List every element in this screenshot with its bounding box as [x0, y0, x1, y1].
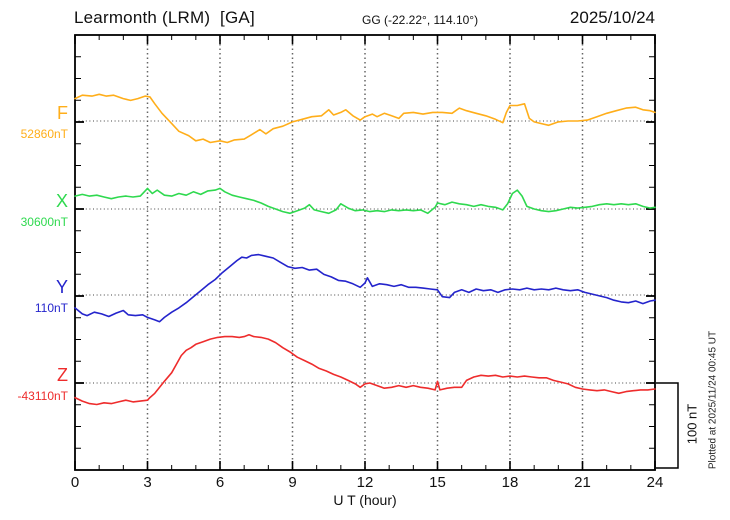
trace-x: [74, 187, 656, 215]
scale-bar-label: 100 nT: [684, 403, 700, 445]
series-baseline-value-x: 30600nT: [20, 215, 68, 229]
series-name-x: X: [55, 191, 68, 211]
series-name-z: Z: [57, 365, 68, 385]
x-tick-label-21: 21: [574, 474, 591, 491]
x-tick-label-15: 15: [429, 474, 446, 491]
trace-z: [74, 333, 656, 406]
x-tick-label-24: 24: [646, 474, 664, 491]
series-name-y: Y: [55, 277, 68, 297]
series-baseline-value-y: 110nT: [34, 301, 68, 315]
x-tick-label-6: 6: [215, 474, 225, 491]
x-tick-label-0: 0: [70, 474, 80, 491]
x-tick-label-12: 12: [356, 474, 374, 491]
station-title: Learmonth (LRM) [GA]: [74, 8, 255, 27]
series-baseline-value-f: 52860nT: [20, 127, 68, 141]
plotted-timestamp-note: Plotted at 2025/11/24 00:45 UT: [707, 330, 719, 470]
series-name-f: F: [57, 103, 68, 123]
series-baseline-value-z: -43110nT: [17, 389, 68, 403]
x-tick-label-18: 18: [501, 474, 519, 491]
x-tick-label-3: 3: [143, 474, 152, 491]
geographic-coordinates: GG (-22.22°, 114.10°): [362, 13, 479, 27]
series-label-y: Y 110nT: [0, 277, 68, 314]
trace-f: [74, 93, 656, 144]
trace-y: [74, 253, 656, 323]
x-axis-label: U T (hour): [333, 492, 397, 508]
series-label-f: F 52860nT: [0, 103, 68, 140]
x-tick-label-9: 9: [288, 474, 297, 491]
series-label-z: Z -43110nT: [0, 365, 68, 402]
series-label-x: X 30600nT: [0, 191, 68, 228]
plot-date: 2025/10/24: [569, 8, 655, 27]
